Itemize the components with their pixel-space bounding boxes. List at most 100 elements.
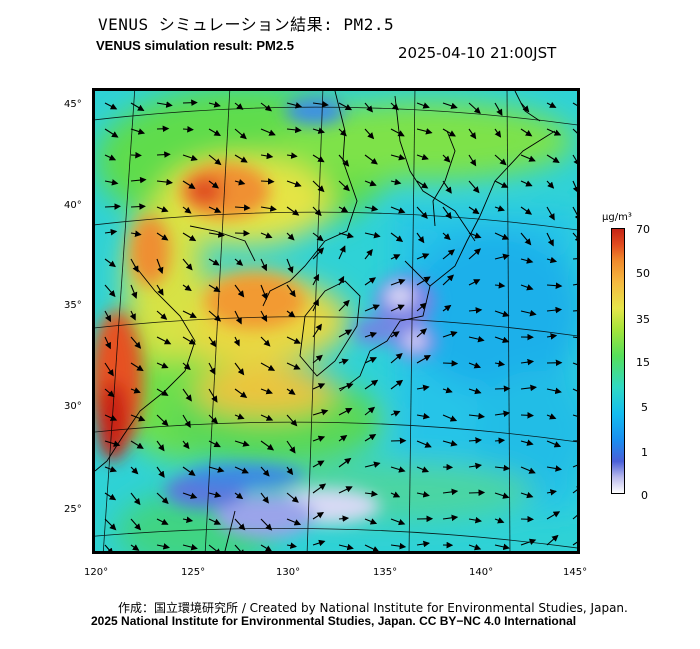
wind-arrow [416,466,430,473]
wind-arrow [468,516,482,524]
wind-arrow [182,543,198,551]
wind-arrow [208,258,220,266]
wind-arrow [468,307,483,314]
credit-line-2: 2025 National Institute for Environmenta… [91,614,577,628]
colorbar-unit: μg/m³ [602,212,632,223]
wind-arrow [520,180,533,187]
wind-arrow [286,518,302,526]
wind-arrow [286,414,298,427]
wind-arrow [520,284,534,291]
wind-arrow [260,284,268,300]
wind-arrow [546,465,563,472]
wind-arrow [182,126,194,133]
wind-arrow [442,387,453,394]
wind-arrow [546,489,557,496]
wind-arrow [104,228,118,236]
wind-arrow [104,336,111,350]
wind-arrow [364,304,380,312]
wind-arrow [442,154,451,163]
wind-arrow [260,544,273,551]
wind-arrow [442,102,458,109]
wind-arrow [572,336,577,339]
wind-arrow [572,258,577,260]
wind-arrow [234,362,245,376]
wind-arrow [572,440,577,442]
wind-arrow [468,180,480,194]
wind-arrow [104,102,118,110]
colorbar-label-35: 35 [636,313,650,326]
wind-arrow [520,309,537,317]
wind-arrow [104,440,121,447]
wind-arrow [208,336,217,348]
wind-arrow [572,154,577,166]
wind-arrow [364,461,381,468]
wind-arrow [312,127,325,134]
lat-tick-25: 25° [64,504,82,515]
wind-arrow [130,518,142,531]
wind-arrow [572,485,577,494]
wind-arrow [442,414,458,422]
wind-arrow [364,518,378,525]
wind-arrow [468,279,481,286]
wind-arrow [494,336,510,343]
wind-arrow [130,492,141,506]
wind-arrow [468,462,482,470]
wind-arrow [130,230,142,237]
wind-arrow [520,491,534,499]
wind-arrow [312,483,327,494]
wind-arrow [520,412,534,419]
wind-arrow [312,180,325,193]
wind-arrow [442,232,451,241]
wind-arrow [494,437,506,444]
wind-arrow [104,518,117,531]
wind-arrow [494,410,511,417]
wind-arrow [208,128,221,136]
wind-arrow [182,516,194,523]
wind-arrow [468,154,477,167]
wind-arrow [416,206,428,219]
wind-arrow [234,128,247,140]
wind-arrow [468,248,482,260]
wind-arrow [104,284,116,298]
wind-arrow [286,388,296,395]
wind-arrow [130,176,147,184]
lon-tick-125: 125° [181,567,206,578]
wind-arrow [442,249,455,260]
wind-arrow [572,283,577,286]
wind-arrow [182,99,198,106]
wind-arrow [546,206,555,221]
wind-arrow [338,180,350,192]
lat-tick-30: 30° [64,401,82,412]
wind-arrow [104,258,116,268]
wind-arrow [390,518,406,526]
wind-arrow [312,298,319,312]
wind-arrow [494,232,510,240]
wind-arrow [494,205,505,212]
wind-arrow [416,540,430,548]
wind-arrow [208,518,221,525]
colorbar-label-0: 0 [641,489,648,502]
wind-arrow [338,299,350,312]
wind-arrow [364,249,373,260]
wind-arrow [416,412,430,420]
wind-arrow [286,126,302,134]
wind-arrow [234,466,249,474]
wind-arrow [130,151,142,159]
wind-arrow [494,517,505,524]
wind-arrow [520,466,536,474]
wind-arrow [182,284,192,292]
wind-arrow [338,486,353,494]
wind-arrow [494,154,507,166]
wind-arrow [572,232,577,243]
wind-arrow [416,440,432,448]
wind-arrow [312,354,323,364]
wind-arrow [494,360,506,367]
wind-arrow [286,258,294,274]
wind-arrow [182,440,190,450]
wind-arrow [572,310,577,312]
wind-arrow [572,464,577,468]
wind-arrow [104,310,112,323]
wind-arrow [390,491,401,498]
wind-arrow [364,357,377,364]
wind-arrow [442,514,459,522]
